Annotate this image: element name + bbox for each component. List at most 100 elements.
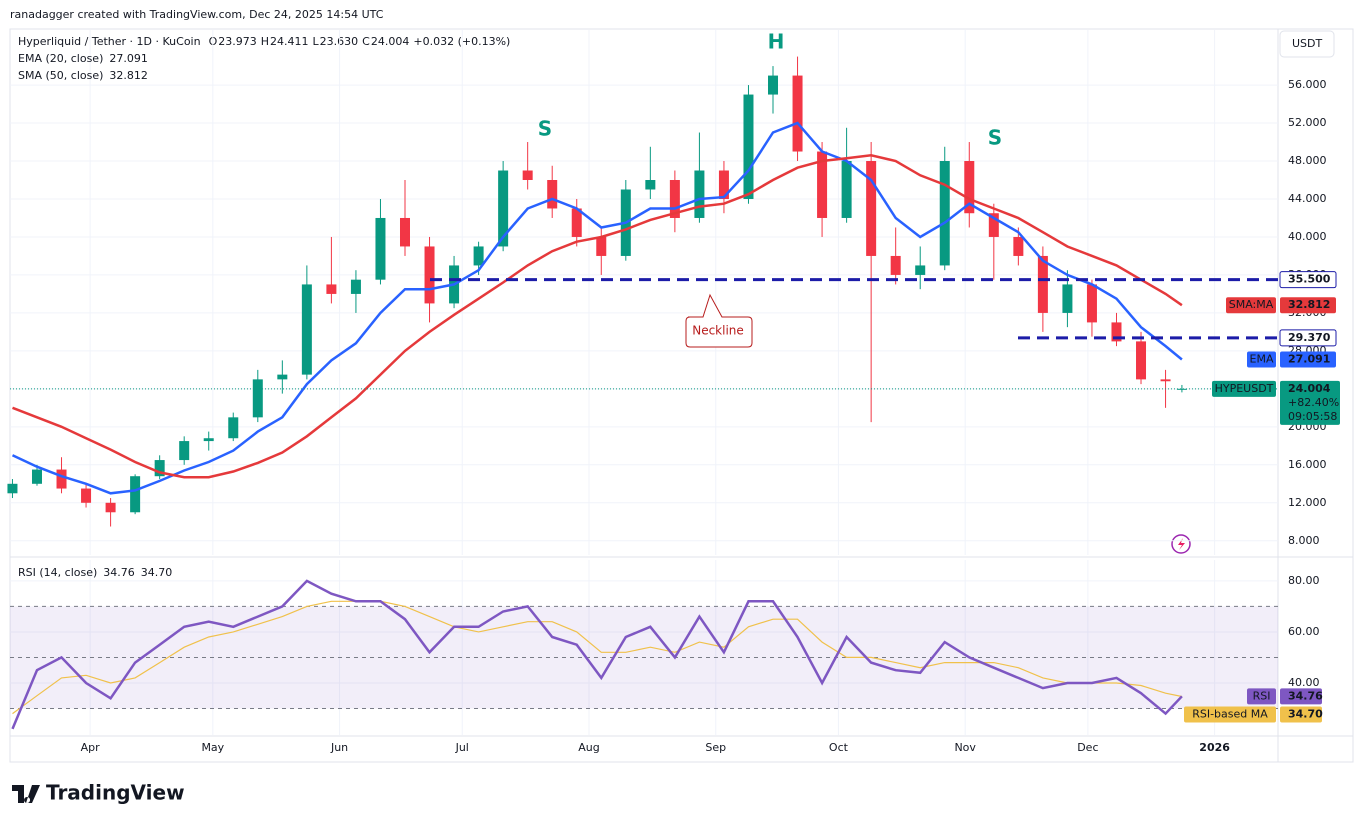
y-tick-label: 44.000 bbox=[1288, 192, 1327, 205]
axis-tag-name bbox=[1226, 297, 1276, 314]
candle-body bbox=[571, 208, 582, 237]
axis-tag-name-text: EMA bbox=[1250, 353, 1274, 366]
candle-body bbox=[350, 279, 361, 294]
level-tag bbox=[1279, 329, 1337, 347]
annotation: S bbox=[988, 126, 1002, 150]
candle-body bbox=[1111, 322, 1122, 342]
candle-body bbox=[203, 438, 214, 442]
y-tick-label: 16.000 bbox=[1288, 458, 1327, 471]
rsi-line bbox=[11, 579, 1183, 730]
legend-value: 27.091 bbox=[109, 52, 148, 65]
y-tick-label: 40.00 bbox=[1288, 676, 1320, 689]
candle-body bbox=[301, 284, 312, 375]
currency: USDT bbox=[1292, 37, 1323, 50]
candle-body bbox=[81, 488, 92, 503]
event-icon[interactable] bbox=[1171, 534, 1191, 554]
brand: TradingView bbox=[46, 781, 185, 805]
x-tick-label: Nov bbox=[954, 741, 976, 754]
callout bbox=[685, 293, 753, 348]
candle-body bbox=[841, 161, 852, 218]
ohlc-key: C bbox=[362, 35, 370, 48]
x-tick-label: Jul bbox=[455, 741, 469, 754]
y-tick-label: 52.000 bbox=[1288, 116, 1327, 129]
candle-body bbox=[1013, 236, 1024, 256]
candle-body bbox=[473, 246, 484, 266]
ohlc-key: L bbox=[313, 35, 320, 48]
frame bbox=[9, 28, 1354, 763]
x-tick-label: Apr bbox=[81, 741, 101, 754]
candle-body bbox=[399, 217, 410, 247]
price-tag-change: +82.40% bbox=[1288, 396, 1339, 409]
y-tick-label: 80.00 bbox=[1288, 574, 1320, 587]
candle-body bbox=[596, 236, 607, 256]
logo: TradingView bbox=[12, 781, 185, 805]
candle-body bbox=[1160, 379, 1171, 382]
candle-body bbox=[645, 180, 656, 190]
candle-body bbox=[743, 94, 754, 199]
candle-body bbox=[768, 75, 779, 95]
price-tag-name-text: HYPEUSDT bbox=[1215, 382, 1274, 395]
y-tick-label: 60.00 bbox=[1288, 625, 1320, 638]
axis-tag-value bbox=[1280, 297, 1336, 314]
candle-body bbox=[252, 379, 263, 418]
price-tag-countdown: 09:05:58 bbox=[1288, 410, 1337, 423]
x-tick-label: Dec bbox=[1077, 741, 1098, 754]
axis-tag-name bbox=[1184, 706, 1276, 723]
level-tag-text: 29.370 bbox=[1288, 331, 1331, 344]
ohlc-value: 23.630 bbox=[320, 35, 359, 48]
axis-tag-name bbox=[1247, 351, 1276, 368]
candle-body bbox=[31, 469, 42, 484]
candle-body bbox=[424, 246, 435, 304]
price-tag-value: 24.004 bbox=[1288, 382, 1331, 395]
candle-body bbox=[179, 441, 190, 461]
axis-tag-value bbox=[1280, 706, 1322, 723]
y-tick-label: 40.000 bbox=[1288, 230, 1327, 243]
candle-body bbox=[988, 213, 999, 237]
axis-tag-name-text: RSI bbox=[1253, 689, 1271, 702]
ohlc-value: 23.973 bbox=[218, 35, 257, 48]
axis-tag-value bbox=[1280, 688, 1322, 705]
candle-body bbox=[694, 170, 705, 218]
axis-tag-name-text: RSI-based MA bbox=[1192, 707, 1268, 720]
legend-name: EMA (20, close) bbox=[18, 52, 103, 65]
candle-body bbox=[1176, 388, 1187, 390]
legend-value: 34.70 bbox=[141, 566, 173, 579]
legend-value: 34.76 bbox=[103, 566, 135, 579]
candle-body bbox=[522, 170, 533, 180]
axis-tag-value bbox=[1280, 351, 1336, 368]
axis-tag-value-text: 32.812 bbox=[1288, 298, 1330, 311]
level-tag-text: 35.500 bbox=[1288, 273, 1331, 286]
candle-body bbox=[1062, 284, 1073, 313]
annotation: S bbox=[538, 117, 552, 141]
annotation: Neckline bbox=[692, 324, 744, 338]
level-tag bbox=[1279, 271, 1337, 289]
x-tick-label: Aug bbox=[578, 741, 599, 754]
annotation: H bbox=[768, 30, 785, 54]
ohlc-key: H bbox=[261, 35, 269, 48]
y-tick-label: 8.000 bbox=[1288, 534, 1320, 547]
candle-body bbox=[1136, 341, 1147, 380]
candle-body bbox=[498, 170, 509, 247]
candle-body bbox=[890, 255, 901, 275]
candle-body bbox=[1037, 255, 1048, 313]
currency-button[interactable] bbox=[1279, 30, 1335, 58]
legend-value: 32.812 bbox=[109, 69, 148, 82]
axis-tag-name bbox=[1247, 688, 1276, 705]
candle-body bbox=[718, 170, 729, 199]
candle-body bbox=[939, 161, 950, 266]
price-tag-box bbox=[1280, 380, 1340, 425]
candle-body bbox=[130, 476, 141, 513]
candle-body bbox=[866, 161, 877, 256]
candle-body bbox=[154, 460, 165, 477]
candle-body bbox=[7, 483, 18, 494]
x-tick-label: Sep bbox=[705, 741, 726, 754]
y-tick-label: 56.000 bbox=[1288, 78, 1327, 91]
y-tick-label: 12.000 bbox=[1288, 496, 1327, 509]
ma-line bbox=[12, 154, 1183, 479]
candle-body bbox=[792, 75, 803, 152]
pane-title: RSI (14, close) bbox=[18, 566, 97, 579]
symbol-title: Hyperliquid / Tether · 1D · KuCoin bbox=[18, 35, 201, 48]
candle-body bbox=[56, 469, 67, 489]
